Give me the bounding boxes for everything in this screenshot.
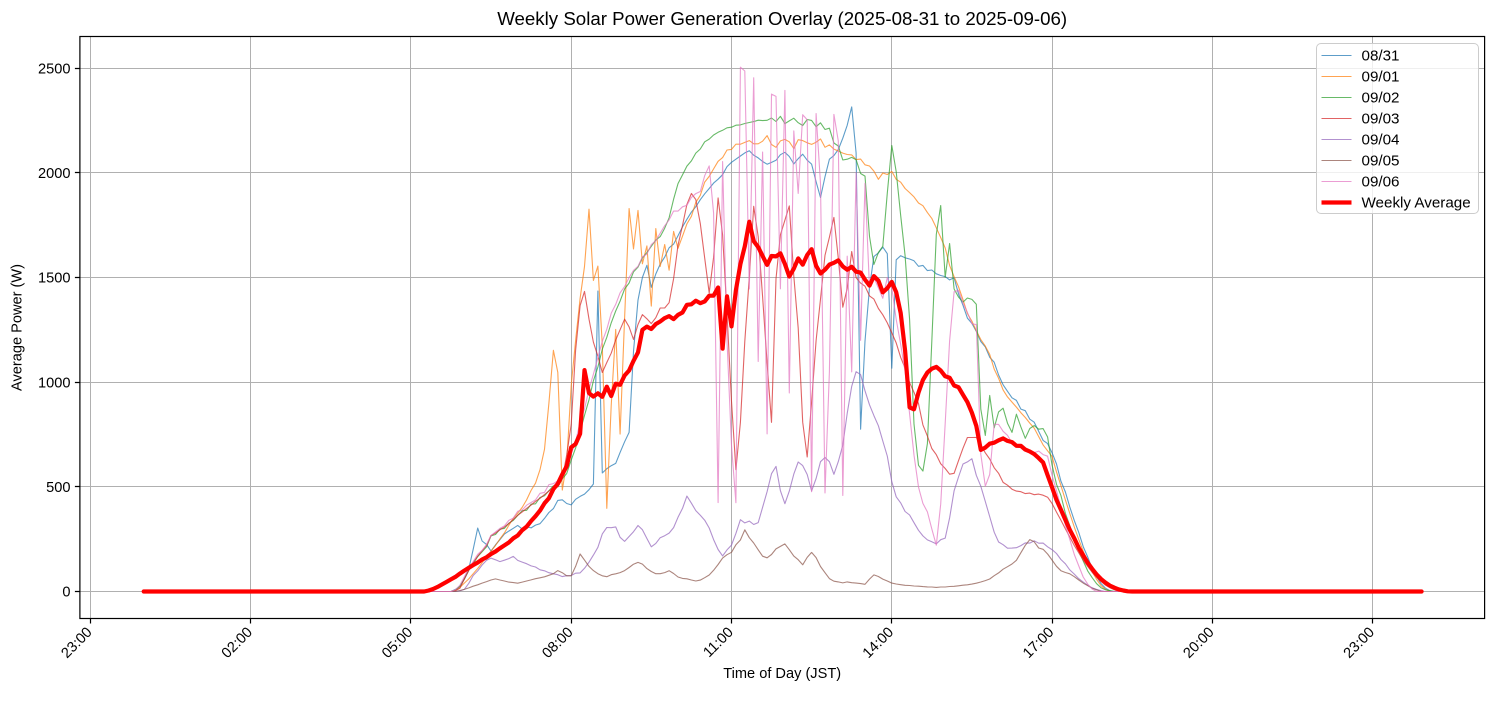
svg-text:09/02: 09/02 (1362, 89, 1400, 106)
svg-text:09/06: 09/06 (1362, 173, 1400, 190)
svg-text:2500: 2500 (38, 61, 70, 77)
svg-text:09/01: 09/01 (1362, 68, 1400, 85)
svg-text:0: 0 (62, 585, 70, 601)
svg-text:500: 500 (46, 480, 70, 496)
svg-text:2000: 2000 (38, 166, 70, 182)
svg-text:Average Power (W): Average Power (W) (10, 264, 26, 391)
svg-text:09/05: 09/05 (1362, 152, 1400, 169)
svg-text:Weekly Solar Power Generation: Weekly Solar Power Generation Overlay (2… (497, 8, 1067, 29)
svg-text:Weekly Average: Weekly Average (1362, 194, 1471, 211)
svg-text:09/04: 09/04 (1362, 131, 1400, 148)
svg-text:1000: 1000 (38, 375, 70, 391)
svg-text:Time of Day (JST): Time of Day (JST) (723, 666, 841, 682)
svg-text:1500: 1500 (38, 271, 70, 287)
svg-text:08/31: 08/31 (1362, 47, 1400, 64)
svg-text:09/03: 09/03 (1362, 110, 1400, 127)
